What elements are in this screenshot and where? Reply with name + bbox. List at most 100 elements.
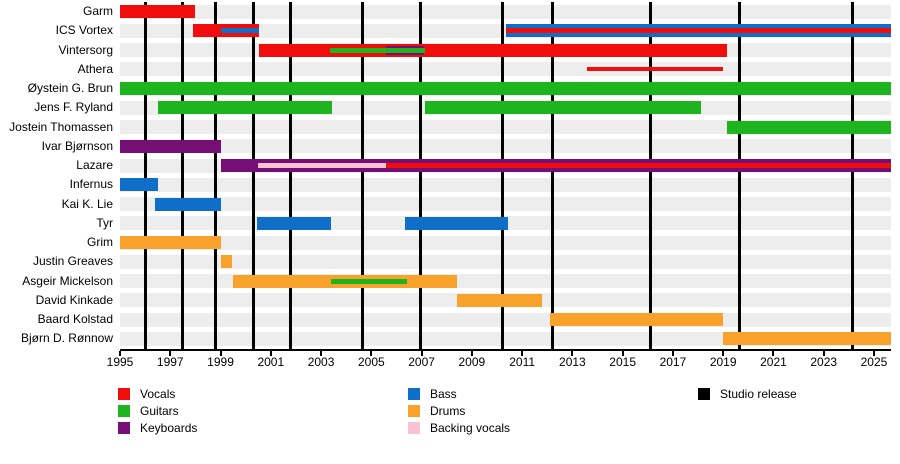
- timeline-row-background: [120, 177, 891, 192]
- x-axis-tick: [169, 350, 172, 356]
- timeline-bar-guitars: [329, 47, 426, 53]
- studio-release-line: [648, 2, 652, 349]
- member-label: Vintersorg: [58, 42, 113, 57]
- timeline-bar-vocals: [386, 163, 891, 169]
- member-label: Ivar Bjørnson: [41, 138, 113, 153]
- x-axis-tick: [621, 350, 624, 356]
- legend-label-keyboards: Keyboards: [140, 421, 198, 435]
- timeline-row-background: [120, 331, 891, 346]
- x-axis-tick: [219, 350, 222, 356]
- timeline-bar-keyboards: [120, 139, 221, 153]
- x-axis-tick-label: 2003: [307, 354, 335, 369]
- member-label: Baard Kolstad: [37, 312, 113, 326]
- timeline-bar-guitars: [157, 101, 333, 115]
- legend-swatch-studio_release: [698, 388, 710, 400]
- x-axis-tick: [470, 350, 473, 356]
- timeline-bar-bass: [220, 28, 260, 34]
- x-axis-tick-label: 2011: [509, 354, 536, 369]
- x-axis-tick: [269, 350, 272, 356]
- legend-label-bass: Bass: [430, 387, 457, 401]
- x-axis-tick: [772, 350, 775, 356]
- member-label: Lazare: [76, 158, 113, 172]
- x-axis-tick-label: 2013: [559, 354, 586, 369]
- x-axis-tick: [872, 350, 875, 356]
- timeline-bar-guitars: [120, 82, 891, 96]
- timeline-bar-vocals: [587, 67, 724, 72]
- timeline-row-background: [120, 120, 891, 135]
- legend-label-backing_vocals: Backing vocals: [430, 421, 511, 435]
- timeline-row-background: [120, 139, 891, 154]
- x-axis-tick: [320, 350, 323, 356]
- legend-swatch-guitars: [118, 405, 130, 417]
- x-axis-tick: [671, 350, 674, 356]
- studio-release-line: [289, 2, 293, 349]
- studio-release-line: [214, 2, 217, 349]
- x-axis-tick-label: 2007: [408, 354, 435, 369]
- member-label: ICS Vortex: [55, 23, 113, 38]
- legend-label-drums: Drums: [430, 404, 466, 418]
- studio-release-line: [500, 2, 504, 349]
- timeline-bar-drums: [549, 313, 724, 327]
- timeline-bar-backing_vocals: [258, 163, 387, 169]
- timeline-bar-bass: [155, 197, 221, 211]
- x-axis-tick-label: 2017: [659, 354, 687, 369]
- member-label: Asgeir Mickelson: [22, 273, 113, 288]
- x-axis-tick-label: 1999: [207, 354, 234, 369]
- member-label: Øystein G. Brun: [27, 81, 113, 95]
- member-label: Kai K. Lie: [61, 196, 113, 211]
- studio-release-line: [851, 2, 855, 349]
- member-label: Tyr: [96, 215, 113, 230]
- legend-swatch-drums: [408, 405, 420, 417]
- studio-release-line: [251, 2, 255, 349]
- legend-swatch-keyboards: [118, 422, 130, 434]
- studio-release-line: [181, 2, 185, 349]
- timeline-bar-bass: [256, 216, 332, 230]
- member-label: Garm: [83, 4, 113, 18]
- member-label: Jostein Thomassen: [9, 119, 113, 134]
- studio-release-line: [418, 2, 422, 349]
- legend-swatch-vocals: [118, 388, 130, 400]
- member-label: Justin Greaves: [32, 254, 113, 269]
- x-axis-tick: [521, 350, 524, 356]
- x-axis-tick-label: 2001: [257, 354, 285, 369]
- x-axis-tick-label: 1995: [106, 354, 134, 369]
- legend-label-studio_release: Studio release: [720, 387, 797, 401]
- timeline-bar-vocals: [259, 43, 727, 57]
- legend-label-guitars: Guitars: [140, 404, 179, 418]
- x-axis-tick: [822, 350, 825, 356]
- member-label: David Kinkade: [35, 292, 113, 307]
- timeline-bar-drums: [456, 293, 543, 307]
- x-axis-tick-label: 2025: [860, 354, 888, 369]
- studio-release-line: [738, 2, 742, 349]
- timeline-bar-bass: [120, 178, 158, 192]
- timeline-bar-drums: [220, 255, 232, 269]
- timeline-bar-drums: [723, 332, 891, 346]
- timeline-row-background: [120, 4, 891, 19]
- member-label: Infernus: [69, 177, 113, 192]
- member-label: Jens F. Ryland: [34, 100, 113, 115]
- timeline-bar-vocals: [505, 28, 891, 34]
- x-axis-tick-label: 2005: [357, 354, 385, 369]
- x-axis-tick-label: 2019: [709, 354, 737, 369]
- timeline-bar-guitars: [331, 278, 407, 284]
- legend-swatch-backing_vocals: [408, 422, 420, 434]
- legend-label-vocals: Vocals: [140, 387, 176, 401]
- timeline-row-background: [120, 235, 891, 250]
- timeline-row-background: [120, 62, 891, 77]
- timeline-row-background: [120, 312, 891, 327]
- timeline-bar-vocals: [120, 5, 196, 19]
- timeline-row-background: [120, 197, 891, 212]
- x-axis-tick: [370, 350, 373, 356]
- timeline-bar-bass: [405, 216, 509, 230]
- timeline-bar-drums: [120, 236, 221, 250]
- legend-swatch-bass: [408, 388, 420, 400]
- studio-release-line: [143, 2, 147, 349]
- timeline-bar-guitars: [726, 120, 891, 134]
- x-axis-tick-label: 1997: [156, 354, 184, 369]
- x-axis-tick: [420, 350, 423, 356]
- x-axis-tick: [119, 350, 121, 356]
- x-axis-line: [120, 348, 891, 351]
- member-label: Athera: [77, 61, 113, 76]
